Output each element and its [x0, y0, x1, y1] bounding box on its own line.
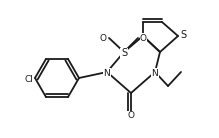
Text: O: O: [140, 34, 147, 43]
Text: Cl: Cl: [24, 75, 33, 83]
Text: S: S: [180, 30, 186, 40]
Text: N: N: [104, 68, 110, 78]
Text: S: S: [121, 48, 127, 58]
Text: O: O: [127, 112, 134, 120]
Text: O: O: [100, 34, 107, 43]
Text: N: N: [152, 68, 158, 78]
